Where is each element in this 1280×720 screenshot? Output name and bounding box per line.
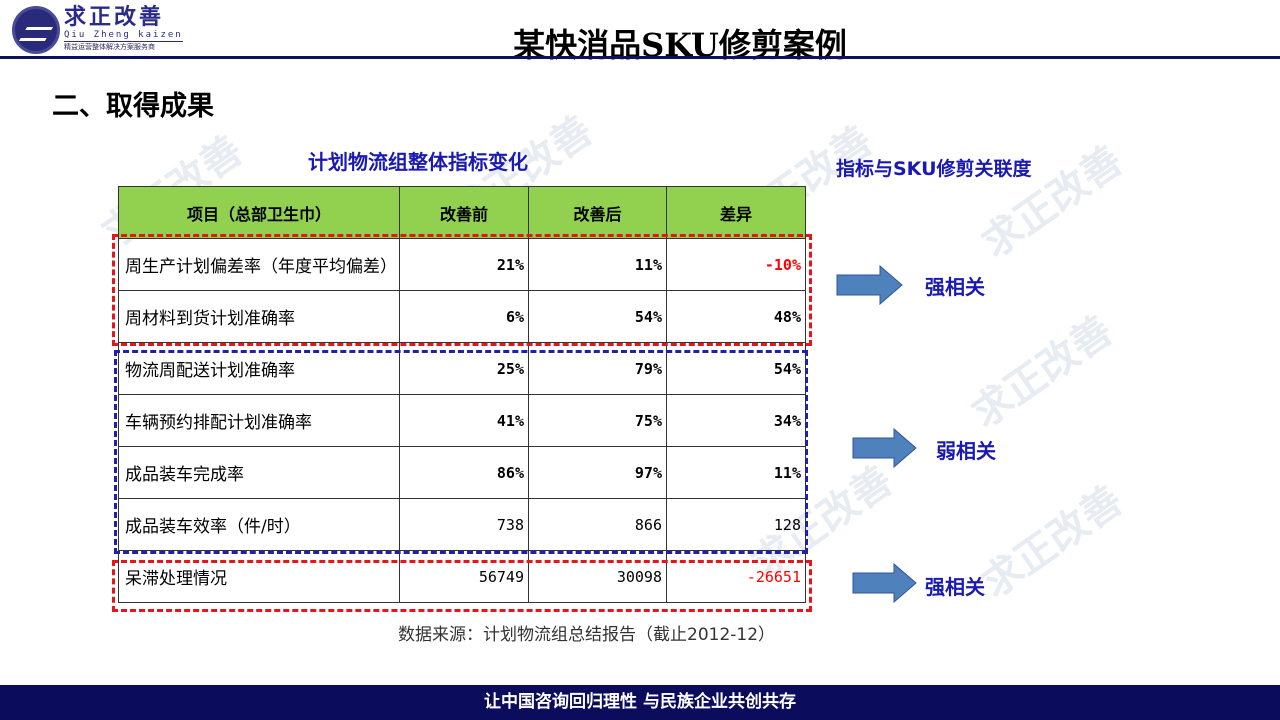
strong-group-box-2 bbox=[112, 560, 812, 612]
arrow-right-icon bbox=[852, 428, 917, 468]
relation-label: 弱相关 bbox=[936, 439, 996, 463]
brand: 求正改善 Qiu Zheng kaizen 精益运营整体解决方案服务商 bbox=[64, 6, 183, 52]
cell-after: 97% bbox=[528, 446, 667, 499]
table-row: 成品装车效率（件/时） 738 866 128 bbox=[118, 498, 806, 551]
watermark: 求正改善 bbox=[963, 307, 1122, 438]
cell-diff: 128 bbox=[666, 498, 806, 551]
relation-label: 强相关 bbox=[925, 575, 985, 599]
watermark: 求正改善 bbox=[973, 137, 1132, 268]
header-before: 改善前 bbox=[399, 186, 529, 239]
cell-diff: 48% bbox=[666, 290, 806, 343]
cell-diff: -10% bbox=[666, 238, 806, 291]
cell-after: 11% bbox=[528, 238, 667, 291]
cell-after: 30098 bbox=[528, 550, 667, 603]
cell-after: 54% bbox=[528, 290, 667, 343]
header-diff: 差异 bbox=[666, 186, 806, 239]
watermark: 求正改善 bbox=[973, 477, 1132, 608]
table-row: 周生产计划偏差率（年度平均偏差） 21% 11% -10% bbox=[118, 238, 806, 291]
footer-slogan: 让中国咨询回归理性 与民族企业共创共存 bbox=[0, 685, 1280, 720]
cell-item: 周材料到货计划准确率 bbox=[118, 290, 400, 343]
cell-item: 周生产计划偏差率（年度平均偏差） bbox=[118, 238, 400, 291]
divider bbox=[0, 56, 1280, 59]
cell-item: 成品装车效率（件/时） bbox=[118, 498, 400, 551]
cell-diff: -26651 bbox=[666, 550, 806, 603]
cell-before: 738 bbox=[399, 498, 529, 551]
table-header-row: 项目（总部卫生巾） 改善前 改善后 差异 bbox=[118, 186, 806, 239]
header-item: 项目（总部卫生巾） bbox=[118, 186, 400, 239]
table-row: 周材料到货计划准确率 6% 54% 48% bbox=[118, 290, 806, 343]
cell-diff: 11% bbox=[666, 446, 806, 499]
arrow-right-icon bbox=[852, 563, 917, 603]
arrow-right-icon bbox=[836, 265, 903, 305]
cell-after: 866 bbox=[528, 498, 667, 551]
relation-label: 强相关 bbox=[925, 275, 985, 299]
table-row: 车辆预约排配计划准确率 41% 75% 34% bbox=[118, 394, 806, 447]
brand-en: Qiu Zheng kaizen bbox=[64, 30, 183, 42]
cell-after: 75% bbox=[528, 394, 667, 447]
cell-before: 6% bbox=[399, 290, 529, 343]
brand-sub: 精益运营整体解决方案服务商 bbox=[64, 43, 155, 51]
page-title: 某快消品SKU修剪案例 bbox=[513, 26, 847, 64]
cell-before: 21% bbox=[399, 238, 529, 291]
cell-before: 41% bbox=[399, 394, 529, 447]
cell-item: 呆滞处理情况 bbox=[118, 550, 400, 603]
table-caption: 计划物流组整体指标变化 bbox=[308, 150, 528, 174]
brand-cn: 求正改善 bbox=[64, 5, 165, 30]
relation-caption: 指标与SKU修剪关联度 bbox=[836, 158, 1032, 180]
weak-group-box bbox=[114, 350, 808, 554]
data-source: 数据来源：计划物流组总结报告（截止2012-12） bbox=[398, 625, 776, 645]
header-after: 改善后 bbox=[528, 186, 667, 239]
strong-group-box-1 bbox=[112, 234, 812, 346]
table-row: 成品装车完成率 86% 97% 11% bbox=[118, 446, 806, 499]
metrics-table: 项目（总部卫生巾） 改善前 改善后 差异 周生产计划偏差率（年度平均偏差） 21%… bbox=[118, 186, 806, 603]
logo-icon bbox=[12, 6, 60, 54]
table-row: 呆滞处理情况 56749 30098 -26651 bbox=[118, 550, 806, 603]
section-heading: 二、取得成果 bbox=[52, 91, 214, 122]
